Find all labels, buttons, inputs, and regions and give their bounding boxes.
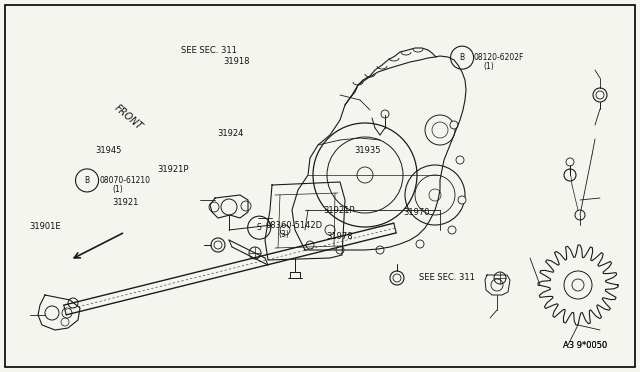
Text: 08120-6202F: 08120-6202F — [474, 53, 524, 62]
Circle shape — [456, 156, 464, 164]
Circle shape — [211, 238, 225, 252]
Text: A3 9*0050: A3 9*0050 — [563, 341, 607, 350]
Text: 31924: 31924 — [218, 129, 244, 138]
Circle shape — [209, 202, 219, 212]
Text: 31921: 31921 — [112, 198, 138, 207]
Circle shape — [325, 225, 335, 235]
Circle shape — [248, 216, 271, 239]
Circle shape — [241, 201, 251, 211]
Text: 31970: 31970 — [403, 208, 429, 217]
Text: (1): (1) — [483, 62, 494, 71]
Circle shape — [249, 247, 261, 259]
Circle shape — [494, 272, 506, 284]
Circle shape — [76, 169, 99, 192]
Text: SEE SEC. 311: SEE SEC. 311 — [181, 46, 237, 55]
Circle shape — [593, 88, 607, 102]
Circle shape — [448, 226, 456, 234]
Text: 08360-5142D: 08360-5142D — [266, 221, 323, 230]
Text: (1): (1) — [112, 185, 123, 194]
Circle shape — [450, 121, 458, 129]
Text: 31918: 31918 — [223, 57, 250, 66]
Text: SEE SEC. 311: SEE SEC. 311 — [419, 273, 475, 282]
Circle shape — [376, 246, 384, 254]
Circle shape — [416, 240, 424, 248]
Circle shape — [68, 298, 78, 308]
Text: 31921P: 31921P — [323, 206, 355, 215]
Text: S: S — [257, 223, 262, 232]
Text: 31921P: 31921P — [157, 165, 188, 174]
Text: B: B — [84, 176, 90, 185]
Circle shape — [451, 46, 474, 69]
Circle shape — [458, 196, 466, 204]
Circle shape — [336, 246, 344, 254]
Text: 31901E: 31901E — [29, 222, 60, 231]
Text: 08070-61210: 08070-61210 — [99, 176, 150, 185]
Text: 31978: 31978 — [326, 232, 353, 241]
Circle shape — [390, 271, 404, 285]
Text: A3 9*0050: A3 9*0050 — [563, 341, 607, 350]
Circle shape — [280, 225, 290, 235]
Text: B: B — [460, 53, 465, 62]
Text: FRONT: FRONT — [112, 103, 144, 132]
Text: 31945: 31945 — [95, 146, 122, 155]
Circle shape — [306, 241, 314, 249]
Text: 31935: 31935 — [355, 146, 381, 155]
Text: (3): (3) — [278, 230, 289, 239]
